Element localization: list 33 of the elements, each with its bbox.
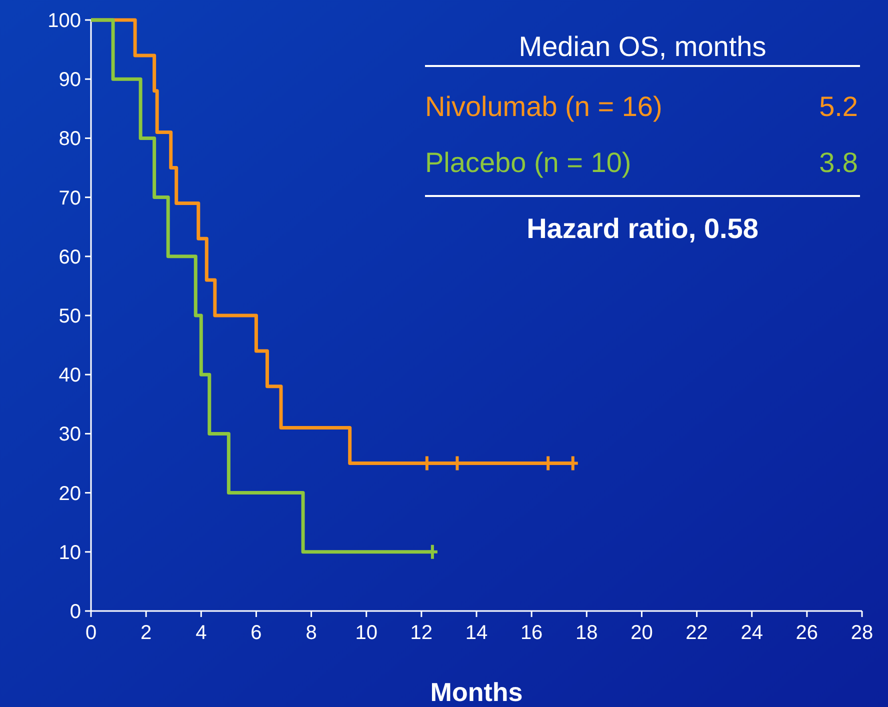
x-tick-label: 20 (630, 622, 653, 644)
y-tick-label: 10 (58, 542, 81, 564)
x-tick-label: 24 (740, 622, 763, 644)
text: Placebo (n = 10) (425, 147, 632, 178)
annotation: 3.8 (819, 147, 858, 178)
y-tick-label: 40 (58, 364, 81, 387)
annotation: Median OS, months (518, 31, 766, 62)
annotation: Hazard ratio, 0.58 (526, 213, 758, 244)
y-tick-label: 70 (58, 187, 81, 210)
x-tick-label: 16 (520, 622, 543, 644)
y-tick-label: 80 (58, 128, 81, 150)
x-tick-label: 4 (196, 622, 207, 644)
x-tick-label: 28 (850, 622, 874, 644)
y-tick-label: 50 (58, 306, 81, 328)
x-tick-label: 2 (140, 622, 152, 644)
x-tick-label: 26 (796, 622, 818, 644)
y-tick-label: 90 (58, 69, 81, 92)
x-tick-label: 6 (250, 622, 262, 644)
annotation: 5.2 (819, 91, 858, 122)
x-tick-label: 0 (85, 622, 97, 644)
x-tick-label: 8 (306, 622, 317, 644)
y-tick-label: 100 (48, 10, 81, 32)
y-tick-label: 30 (58, 424, 81, 446)
text: Nivolumab (n = 16) (425, 91, 662, 122)
x-tick-label: 14 (465, 622, 488, 644)
y-tick-label: 20 (58, 482, 81, 505)
y-tick-label: 0 (70, 601, 81, 623)
x-tick-label: 22 (686, 622, 708, 644)
y-tick-label: 60 (58, 246, 81, 268)
x-tick-label: 18 (576, 622, 598, 644)
x-axis-title: Months (430, 677, 523, 707)
x-tick-label: 12 (410, 622, 433, 644)
x-tick-label: 10 (355, 622, 378, 644)
